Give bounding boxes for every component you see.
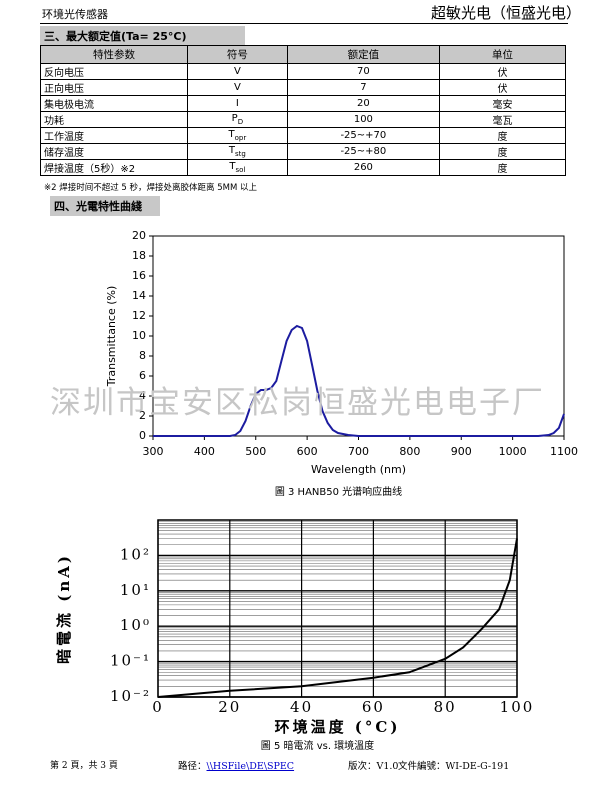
watermark: 深圳市宝安区松岗恒盛光电电子厂 (50, 385, 545, 421)
y-tick-label: 10⁻² (110, 687, 151, 705)
y-tick-label: 10⁰ (120, 616, 151, 634)
x-tick-label: 60 (362, 698, 385, 716)
y-tick-label: 6 (139, 369, 146, 382)
y-tick-label: 8 (139, 349, 146, 362)
row: 反向电压 V 70 伏 (40, 63, 566, 80)
symbol: T (228, 129, 235, 140)
y-tick-label: 4 (139, 389, 146, 402)
cell: 焊接温度（5秒）※2 (40, 159, 188, 176)
x-tick-label: 800 (399, 445, 420, 458)
caption: 圖 5 暗電流 vs. 環境溫度 (261, 739, 374, 752)
section-title: 三、最大额定值(Ta= 25°C) (40, 26, 245, 46)
row: 正向电压 V 7 伏 (40, 79, 566, 96)
x-tick-label: 900 (451, 445, 472, 458)
caption: 圖 3 HANB50 光谱响应曲线 (275, 485, 402, 498)
x-tick-label: 600 (297, 445, 318, 458)
header-cell: 特性参数 (40, 45, 188, 64)
cell: 度 (439, 159, 566, 176)
y-tick-label: 10² (120, 545, 151, 563)
header-cell: 额定值 (286, 45, 441, 64)
header-rule (40, 23, 568, 24)
symbol-sub: D (237, 118, 244, 126)
x-tick-label: 100 (500, 698, 535, 716)
footer-doc-no: 文件編號：WI-DE-G-191 (398, 761, 510, 772)
footer-path-label: 路径： (178, 761, 207, 772)
x-tick-label: 400 (194, 445, 215, 458)
x-axis-label: Wavelength (nm) (311, 463, 406, 476)
y-tick-label: 2 (139, 409, 146, 422)
x-tick-label: 700 (348, 445, 369, 458)
plot-frame (157, 519, 518, 698)
x-tick-label: 1000 (499, 445, 527, 458)
y-tick-label: 16 (132, 269, 146, 282)
footer-page: 第 2 頁，共 3 頁 (50, 761, 118, 771)
y-tick-label: 10¹ (120, 581, 151, 599)
header-cell: 符号 (187, 45, 288, 64)
section-title: 四、光電特性曲綫 (50, 196, 160, 216)
x-tick-label: 500 (245, 445, 266, 458)
y-tick-label: 18 (132, 249, 146, 262)
ratings-table: 特性参数 符号 额定值 单位 反向电压 V 70 伏正向电压 V 7 伏集电极电流 I 20 毫安 功耗 PD… (40, 45, 566, 176)
row: 焊接温度（5秒）※2 Tsol 260 度 (40, 159, 566, 176)
data-line (157, 538, 518, 698)
x-axis-label: 环境温度 (°C) (275, 718, 401, 736)
x-tick-label: 80 (434, 698, 457, 716)
row: 储存温度 Tstg -25~+80 度 (40, 143, 566, 160)
symbol-sub: stg (235, 150, 246, 158)
y-axis-label: Transmittance (%) (105, 286, 118, 388)
symbol: T (228, 145, 235, 156)
cell: 260 (286, 159, 441, 176)
header-row: 特性参数 符号 额定值 单位 (40, 45, 566, 64)
data-line (153, 324, 565, 437)
header-right: 超敏光电（恒盛光电） (430, 4, 581, 22)
x-tick-label: 300 (143, 445, 164, 458)
footer-version: 版次：V1.0 (348, 761, 399, 772)
x-tick-label: 1100 (550, 445, 578, 458)
cell: Tsol (187, 159, 288, 176)
row: 工作温度 Topr -25~+70 度 (40, 127, 566, 144)
symbol-sub: sol (235, 166, 246, 174)
y-axis-label: 暗電流 (nA) (55, 553, 73, 664)
x-tick-label: 0 (152, 698, 164, 716)
symbol: T (229, 161, 236, 172)
header-left: 环境光传感器 (42, 8, 108, 21)
y-tick-label: 14 (132, 289, 146, 302)
y-tick-label: 12 (132, 309, 146, 322)
footer-path-link[interactable]: \\HSFile\DE\SPEC (206, 761, 295, 772)
x-tick-label: 20 (218, 698, 241, 716)
symbol-sub: opr (234, 134, 247, 142)
y-tick-label: 10⁻¹ (110, 652, 151, 670)
note: ※2 焊接时间不超过 5 秒，焊接处离胶体距离 5MM 以上 (44, 183, 258, 193)
y-tick-label: 20 (132, 229, 146, 242)
y-tick-label: 10 (132, 329, 146, 342)
footer-path: 路径：\\HSFile\DE\SPEC (178, 758, 294, 772)
header-cell: 单位 (439, 45, 566, 64)
x-tick-label: 40 (290, 698, 313, 716)
symbol: P (231, 113, 238, 124)
y-tick-label: 0 (139, 429, 146, 442)
row: 集电极电流 I 20 毫安 (40, 95, 566, 112)
